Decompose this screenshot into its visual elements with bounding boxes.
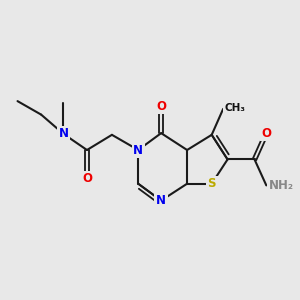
Text: N: N: [133, 143, 143, 157]
Text: O: O: [261, 127, 271, 140]
Text: S: S: [208, 177, 216, 190]
Text: O: O: [156, 100, 166, 113]
Text: N: N: [156, 194, 166, 207]
Text: CH₃: CH₃: [225, 103, 246, 113]
Text: N: N: [58, 127, 68, 140]
Text: O: O: [82, 172, 92, 185]
Text: NH₂: NH₂: [269, 179, 294, 192]
